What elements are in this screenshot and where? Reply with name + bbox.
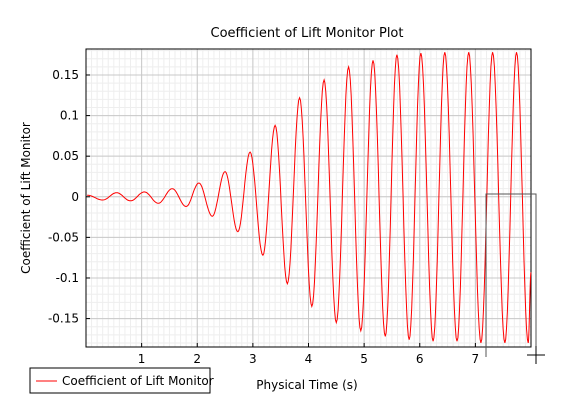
y-axis-label: Coefficient of Lift Monitor [19, 122, 33, 274]
y-tick-label: 0.1 [60, 109, 79, 123]
x-tick-label: 4 [305, 352, 313, 366]
y-tick-label: 0.15 [52, 68, 79, 82]
legend-entry-coefficient-of-lift: Coefficient of Lift Monitor [62, 374, 214, 388]
x-axis-label: Physical Time (s) [256, 378, 357, 392]
x-tick-label: 3 [249, 352, 257, 366]
x-tick-label: 1 [138, 352, 146, 366]
y-tick-label: -0.15 [48, 312, 79, 326]
y-tick-label: 0 [71, 190, 79, 204]
y-tick-label: -0.1 [56, 271, 79, 285]
legend: Coefficient of Lift Monitor [29, 367, 214, 394]
chart-title: Coefficient of Lift Monitor Plot [211, 26, 404, 41]
x-axis-ticks: 1 2 3 4 5 6 7 [138, 343, 479, 366]
major-gridlines [86, 49, 531, 347]
series-line-coefficient-of-lift [87, 52, 532, 344]
y-axis-ticks: -0.15 -0.1 -0.05 0 0.05 0.1 0.15 [48, 68, 90, 326]
x-tick-label: 5 [360, 352, 368, 366]
y-tick-label: -0.05 [48, 230, 79, 244]
crosshair-cursor-icon [527, 346, 545, 364]
y-tick-label: 0.05 [52, 149, 79, 163]
x-tick-label: 7 [472, 352, 480, 366]
x-tick-label: 2 [193, 352, 201, 366]
zoom-selection-box[interactable] [485, 193, 537, 357]
x-tick-label: 6 [416, 352, 424, 366]
